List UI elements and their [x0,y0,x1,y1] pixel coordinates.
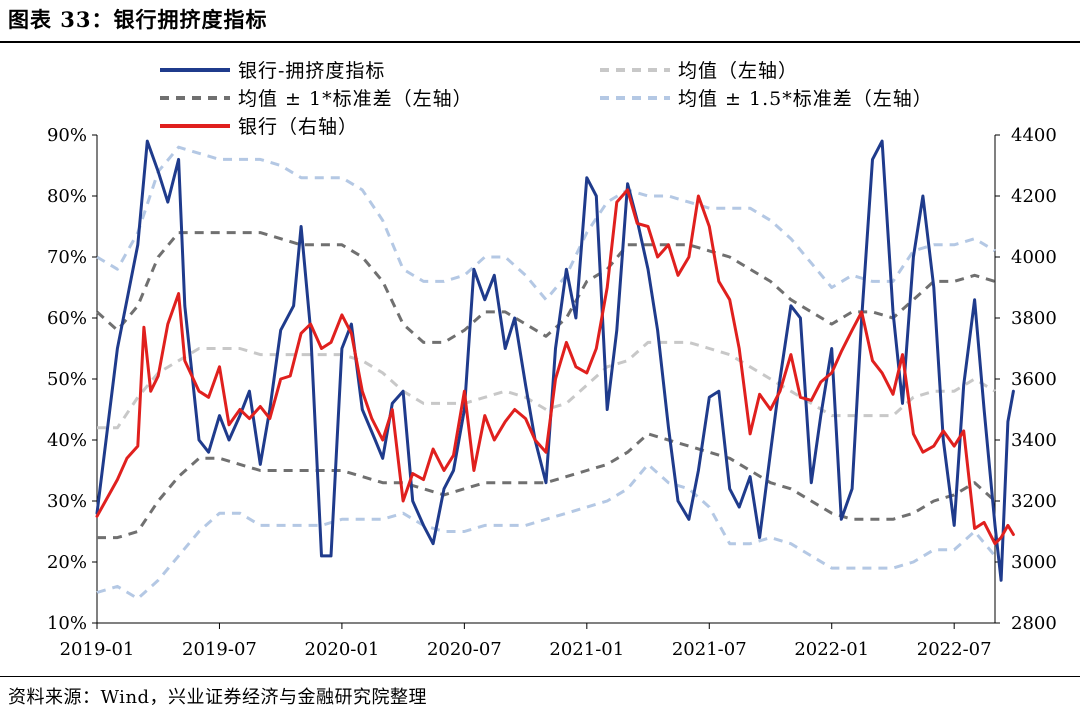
x-tick-label: 2020-01 [305,639,380,660]
y-right-tick-label: 3200 [1011,491,1057,512]
y-right-tick-label: 4200 [1011,186,1057,207]
figure-title: 图表 33：银行拥挤度指标 [8,7,268,32]
x-tick-label: 2021-07 [672,639,747,660]
legend-label-2: 均值 ± 1*标准差（左轴） [238,88,473,110]
series-line-1 [97,340,996,430]
y-left-tick-label: 80% [47,186,87,207]
legend-label-3: 均值 ± 1.5*标准差（左轴） [678,88,933,110]
y-left-tick-label: 70% [47,247,87,268]
y-left-tick-label: 20% [47,552,87,573]
series-lines [95,139,1015,601]
y-right-tick-label: 3600 [1011,369,1057,390]
y-right-tick-label: 3400 [1011,430,1057,451]
y-left-tick-label: 10% [47,613,87,634]
x-tick-label: 2021-01 [549,639,624,660]
series-line-4 [95,188,1015,546]
y-left-tick-label: 50% [47,369,87,390]
y-right-tick-label: 4000 [1011,247,1057,268]
y-right-tick-label: 3000 [1011,552,1057,573]
series-line-3-upper [96,145,996,302]
y-left-tick-label: 90% [47,125,87,146]
series-line-2-upper [95,231,996,344]
legend-label-4: 银行（右轴） [238,116,358,138]
chart: 10% 20% 30% 40% 50% 60% 70% 80% 90% 2800 3000 3200 3… [47,60,1057,660]
x-tick-label: 2022-07 [917,639,992,660]
footer-rule [0,676,1080,677]
series-line-2-lower [97,432,997,540]
y-right-tick-label: 4400 [1011,125,1057,146]
legend-label-0: 银行-拥挤度指标 [238,60,385,82]
legend: 银行-拥挤度指标 均值（左轴） 均值 ± 1*标准差（左轴） 均值 ± 1.5*标准差… [160,60,933,138]
y-left-tick-label: 40% [47,430,87,451]
x-tick-label: 2020-07 [427,639,502,660]
y-right-tick-label: 2800 [1011,613,1057,634]
x-tick-label: 2019-07 [182,639,257,660]
y-left-tick-label: 30% [47,491,87,512]
title-rule [0,41,1080,43]
y-left-tick-label: 60% [47,308,87,329]
y-right-tick-label: 3800 [1011,308,1057,329]
x-tick-label: 2022-01 [794,639,869,660]
legend-label-1: 均值（左轴） [678,60,798,82]
x-tick-label: 2019-01 [60,639,135,660]
series-line-3-lower [96,462,997,601]
source-note: 资料来源：Wind，兴业证券经济与金融研究院整理 [8,687,428,708]
